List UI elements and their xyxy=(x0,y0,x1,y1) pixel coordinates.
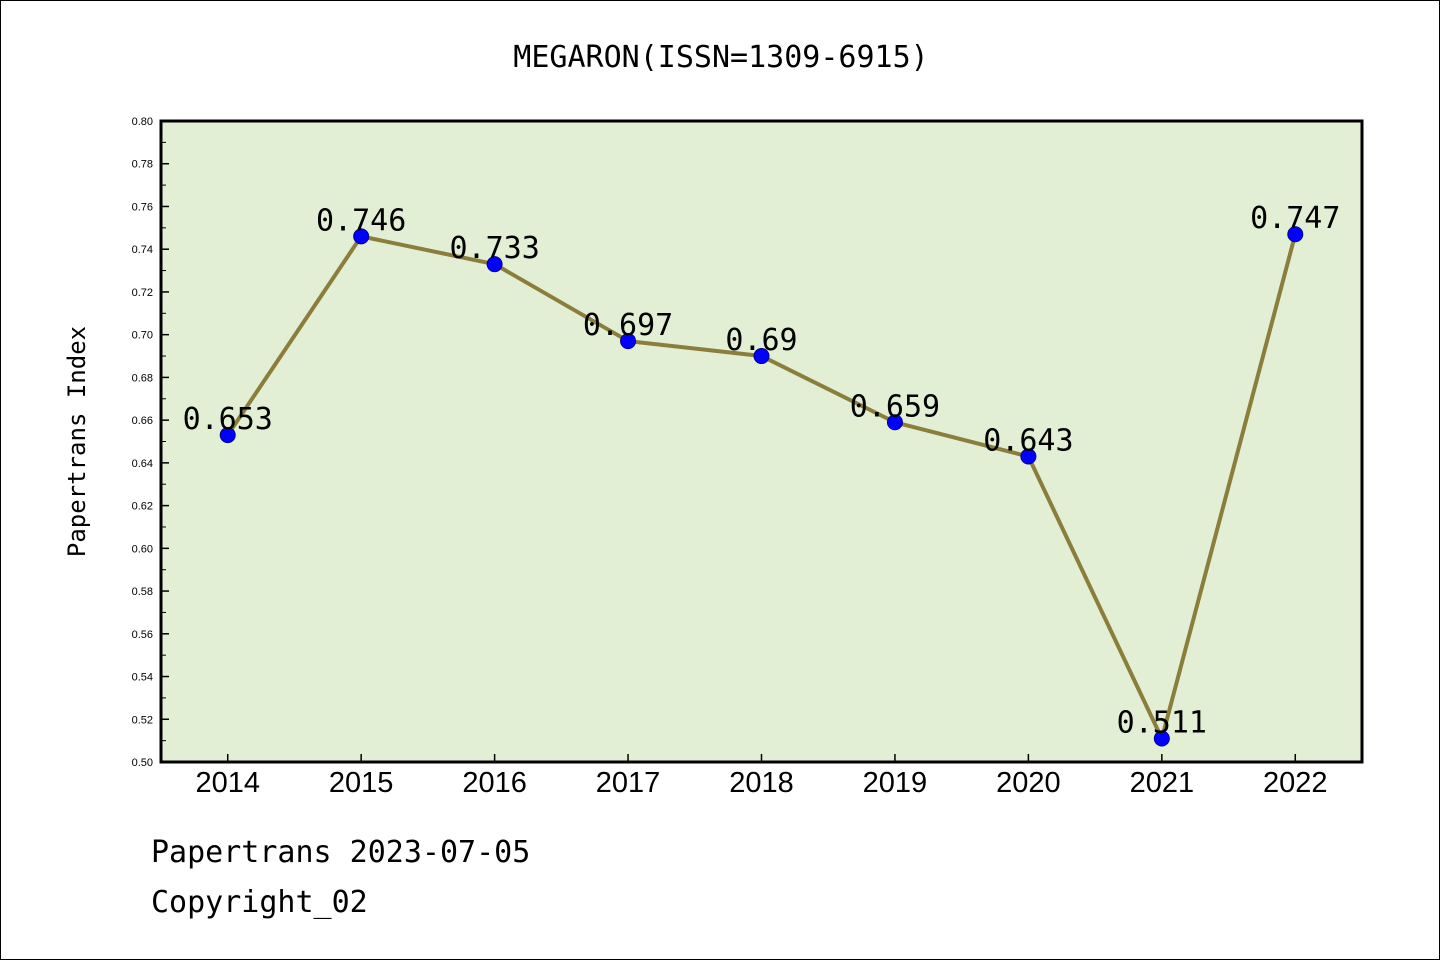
x-tick-label: 2022 xyxy=(1263,767,1328,799)
data-point xyxy=(353,228,370,245)
data-point xyxy=(486,256,503,273)
x-tick-label: 2021 xyxy=(1130,767,1195,799)
data-label: 0.747 xyxy=(1250,201,1340,236)
footer-date: Papertrans 2023-07-05 xyxy=(151,835,531,870)
y-tick-label: 0.76 xyxy=(132,201,153,213)
data-point xyxy=(753,348,770,365)
y-tick-label: 0.70 xyxy=(132,330,153,342)
data-label: 0.511 xyxy=(1117,705,1207,740)
chart-title: MEGARON(ISSN=1309-6915) xyxy=(513,40,928,75)
x-tick-label: 2017 xyxy=(596,767,661,799)
data-label: 0.733 xyxy=(449,231,539,266)
x-tick-label: 2016 xyxy=(462,767,527,799)
y-tick-label: 0.68 xyxy=(132,372,153,384)
data-label: 0.643 xyxy=(983,423,1073,458)
x-tick-label: 2014 xyxy=(195,767,260,799)
data-point xyxy=(886,414,903,431)
footer-copyright: Copyright_02 xyxy=(151,885,368,920)
x-tick-label: 2019 xyxy=(863,767,928,799)
y-tick-label: 0.50 xyxy=(132,757,153,769)
x-axis: 2014 2015 2016 2017 2018 2019 2020 2021 2022 xyxy=(195,754,1328,799)
data-label: 0.697 xyxy=(583,308,673,343)
data-point xyxy=(1153,730,1170,747)
y-axis-title: Papertrans Index xyxy=(63,326,91,557)
data-label: 0.653 xyxy=(183,402,273,437)
y-tick-label: 0.80 xyxy=(132,116,153,128)
y-tick-label: 0.72 xyxy=(132,287,153,299)
y-tick-label: 0.52 xyxy=(132,714,153,726)
y-tick-label: 0.58 xyxy=(132,586,153,598)
data-label: 0.659 xyxy=(850,389,940,424)
y-tick-label: 0.60 xyxy=(132,543,153,555)
data-label: 0.69 xyxy=(725,323,797,358)
y-tick-label: 0.74 xyxy=(132,244,153,256)
series-group: 0.653 0.746 0.733 0.697 0.69 0.659 0.643 0.511 0… xyxy=(183,201,1340,747)
y-axis: 0.50 0.52 0.54 0.56 0.58 0.60 0.62 0.64 0.66 0.68… xyxy=(132,116,169,769)
data-point xyxy=(620,333,637,350)
y-tick-label: 0.64 xyxy=(132,458,153,470)
data-point xyxy=(219,427,236,444)
y-tick-label: 0.66 xyxy=(132,415,153,427)
x-tick-label: 2018 xyxy=(729,767,794,799)
data-label: 0.746 xyxy=(316,203,406,238)
data-point xyxy=(1020,448,1037,465)
y-tick-label: 0.62 xyxy=(132,501,153,513)
plot-area xyxy=(159,119,1364,764)
y-tick-label: 0.56 xyxy=(132,629,153,641)
x-tick-label: 2020 xyxy=(996,767,1061,799)
data-point xyxy=(1287,226,1304,243)
y-tick-label: 0.54 xyxy=(132,672,153,684)
y-tick-label: 0.78 xyxy=(132,159,153,171)
x-tick-label: 2015 xyxy=(329,767,394,799)
